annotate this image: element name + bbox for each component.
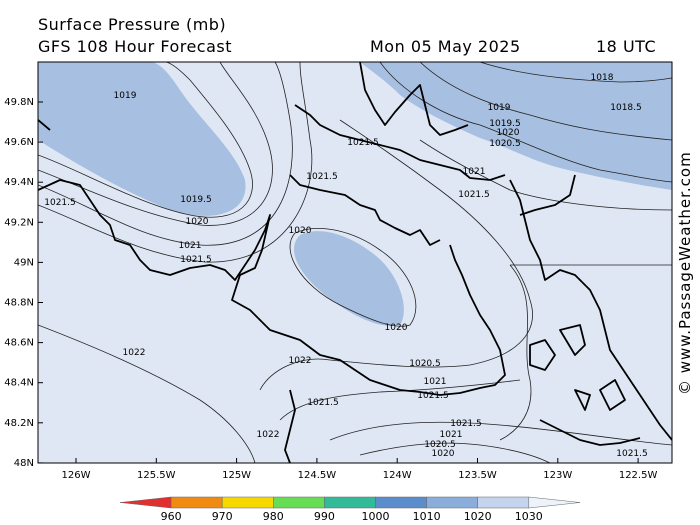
contour-label: 1021.5 bbox=[307, 398, 339, 408]
lon-label: 125.5W bbox=[137, 470, 176, 481]
map-area bbox=[38, 62, 672, 463]
credit: © www.PassageWeather.com bbox=[676, 151, 694, 395]
time: 18 UTC bbox=[596, 37, 656, 56]
lat-label: 48N bbox=[14, 458, 34, 469]
contour-label: 1019.5 bbox=[489, 119, 521, 129]
lon-label: 124.5W bbox=[298, 470, 337, 481]
contour-label: 1019 bbox=[114, 91, 137, 101]
colorbar-label: 1030 bbox=[515, 510, 543, 523]
lon-label: 123.5W bbox=[458, 470, 497, 481]
colorbar-label: 1020 bbox=[464, 510, 492, 523]
contour-label: 1022 bbox=[257, 430, 280, 440]
low-region bbox=[38, 62, 246, 216]
contour-label: 1020.5 bbox=[409, 359, 441, 369]
lat-label: 49.6N bbox=[4, 137, 34, 148]
lon-label: 122.5W bbox=[619, 470, 658, 481]
contour-label: 1021.5 bbox=[347, 138, 379, 148]
subtitle: GFS 108 Hour Forecast bbox=[38, 37, 232, 56]
colorbar-label: 1000 bbox=[362, 510, 390, 523]
lat-label: 48.4N bbox=[4, 378, 34, 389]
labels-layer: 49.8N 49.6N 49.4N 49.2N 49N 48.8N 48.6N 48.4N 48… bbox=[4, 73, 658, 523]
contour-label: 1019.5 bbox=[180, 195, 212, 205]
lat-label: 48.8N bbox=[4, 298, 34, 309]
lon-label: 123W bbox=[543, 470, 572, 481]
low-region bbox=[294, 231, 404, 326]
colorbar-label: 1010 bbox=[413, 510, 441, 523]
lon-label: 126W bbox=[62, 470, 91, 481]
contour-label: 1022 bbox=[123, 348, 146, 358]
contour-label: 1021 bbox=[424, 377, 447, 387]
lat-label: 48.6N bbox=[4, 338, 34, 349]
contour-label: 1021 bbox=[440, 430, 463, 440]
lat-label: 49.8N bbox=[4, 97, 34, 108]
contour-label: 1021.5 bbox=[180, 255, 212, 265]
contour-label: 1020 bbox=[289, 226, 312, 236]
colorbar-cap bbox=[528, 496, 580, 509]
lat-label: 49.4N bbox=[4, 177, 34, 188]
contour-label: 1021 bbox=[179, 241, 202, 251]
colorbar-segment bbox=[324, 496, 376, 509]
colorbar-cap bbox=[119, 496, 172, 509]
colorbar-label: 960 bbox=[161, 510, 182, 523]
contour-label: 1021.5 bbox=[616, 449, 648, 459]
title: Surface Pressure (mb) bbox=[38, 15, 226, 34]
colorbar-label: 970 bbox=[212, 510, 233, 523]
contour-label: 1020 bbox=[186, 217, 209, 227]
contour-label: 1020.5 bbox=[489, 139, 521, 149]
contour-label: 1018 bbox=[591, 73, 614, 83]
contour-label: 1020.5 bbox=[424, 440, 456, 450]
contour-label: 1020 bbox=[432, 449, 455, 459]
contour-label: 1022 bbox=[289, 356, 312, 366]
low-region bbox=[360, 62, 672, 190]
contour-label: 1021.5 bbox=[306, 172, 338, 182]
contour-label: 1021.5 bbox=[450, 419, 482, 429]
colorbar-label: 980 bbox=[263, 510, 284, 523]
lon-label: 124W bbox=[383, 470, 412, 481]
colorbar-segment bbox=[426, 496, 478, 509]
colorbar-segment bbox=[170, 496, 223, 509]
contour-label: 1019 bbox=[488, 103, 511, 113]
contour-label: 1021 bbox=[463, 167, 486, 177]
contour-label: 1018.5 bbox=[610, 103, 642, 113]
contour-label: 1020 bbox=[497, 128, 520, 138]
lat-label: 49N bbox=[14, 257, 34, 268]
colorbar-segment bbox=[375, 496, 427, 509]
colorbar-label: 990 bbox=[314, 510, 335, 523]
lat-label: 49.2N bbox=[4, 217, 34, 228]
colorbar-segment bbox=[221, 496, 274, 509]
lat-label: 48.2N bbox=[4, 418, 34, 429]
contour-label: 1020 bbox=[385, 323, 408, 333]
colorbar-segment bbox=[273, 496, 325, 509]
contour-label: 1021.5 bbox=[417, 391, 449, 401]
colorbar-segment bbox=[477, 496, 530, 509]
contour-label: 1021.5 bbox=[458, 190, 490, 200]
date: Mon 05 May 2025 bbox=[370, 37, 521, 56]
lon-label: 125W bbox=[222, 470, 251, 481]
contour-label: 1021.5 bbox=[44, 198, 76, 208]
